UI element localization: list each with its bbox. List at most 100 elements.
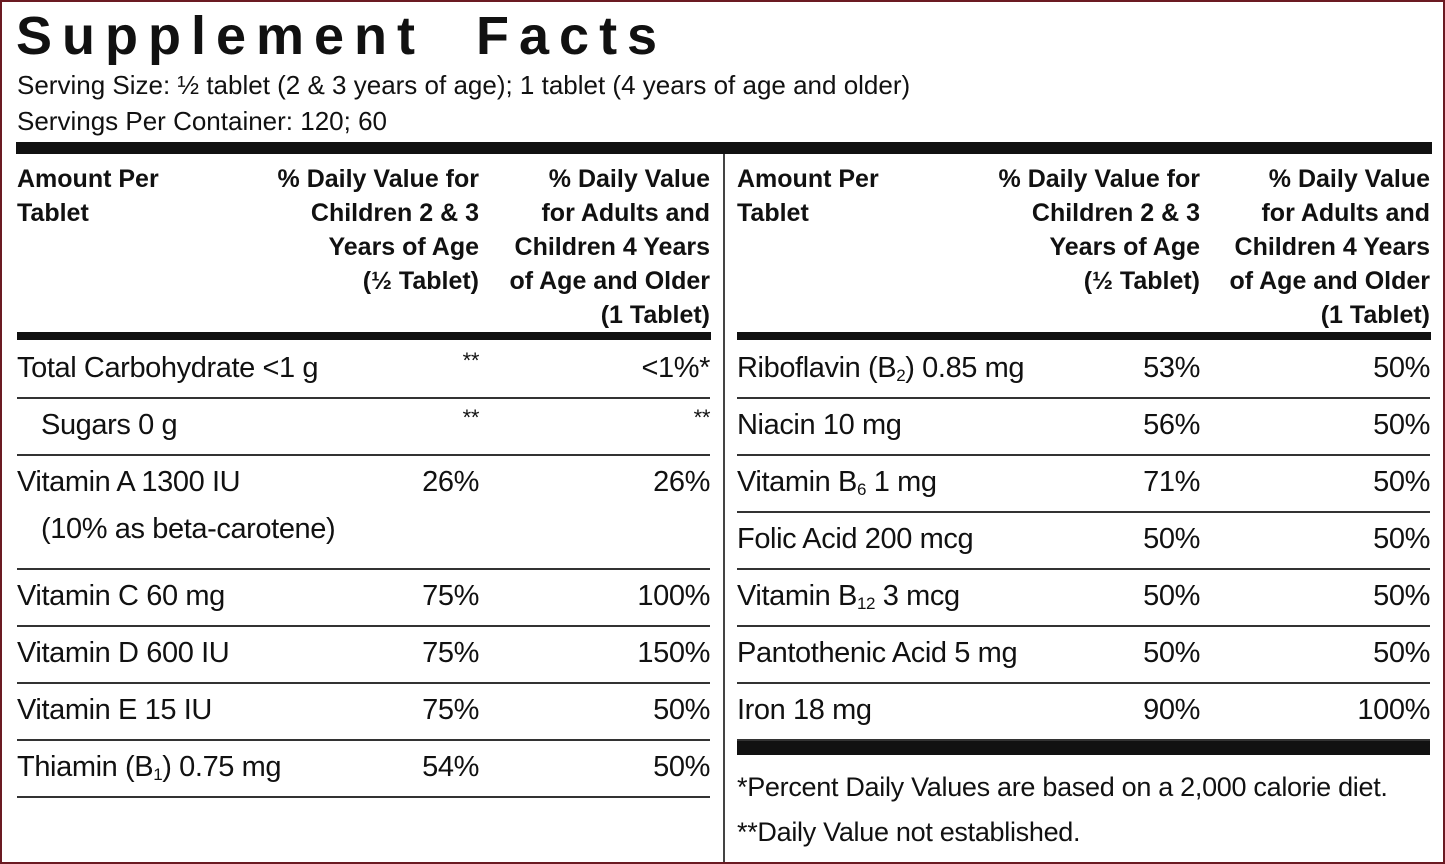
thick-rule	[16, 142, 1432, 154]
row-rule	[737, 511, 1430, 513]
daily-value: 54%	[422, 751, 479, 783]
column-header: Children 4 Years	[1234, 233, 1430, 261]
nutrient-name: Folic Acid 200 mcg	[737, 523, 974, 555]
daily-value: 50%	[653, 694, 710, 726]
row-rule	[17, 397, 710, 399]
column-header: Children 4 Years	[514, 233, 710, 261]
nutrient-name: Iron 18 mg	[737, 694, 872, 726]
thick-rule	[17, 332, 711, 340]
column-header: (½ Tablet)	[362, 267, 479, 295]
daily-value: 56%	[1143, 409, 1200, 441]
daily-value: 50%	[1373, 580, 1430, 612]
column-header: for Adults and	[541, 199, 710, 227]
daily-value: 53%	[1143, 352, 1200, 384]
name-part: ) 0.75 mg	[162, 751, 282, 783]
column-header: % Daily Value for	[277, 165, 479, 193]
column-header: Children 2 & 3	[310, 199, 479, 227]
column-header: Years of Age	[328, 233, 479, 261]
nutrient-name: Riboflavin (B2) 0.85 mg	[737, 340, 1025, 397]
name-part: 1 mg	[866, 466, 937, 498]
row-rule	[17, 682, 710, 684]
row-rule	[737, 397, 1430, 399]
daily-value: 26%	[653, 466, 710, 498]
daily-value: 71%	[1143, 466, 1200, 498]
name-part: 3 mcg	[875, 580, 960, 612]
serving-size: Serving Size: ½ tablet (2 & 3 years of a…	[17, 70, 911, 100]
daily-value: 90%	[1143, 694, 1200, 726]
subscript: 2	[896, 366, 906, 385]
column-header: Amount Per	[737, 165, 879, 193]
row-rule	[737, 625, 1430, 627]
subscript: 1	[153, 765, 163, 784]
row-rule	[737, 568, 1430, 570]
daily-value: 100%	[1357, 694, 1430, 726]
nutrient-name: Vitamin D 600 IU	[17, 637, 230, 669]
subscript: 12	[856, 594, 876, 613]
daily-value: 75%	[422, 637, 479, 669]
column-header: Tablet	[17, 199, 89, 227]
column-header: % Daily Value for	[998, 165, 1200, 193]
nutrient-name: Total Carbohydrate <1 g	[17, 352, 319, 384]
column-header: Tablet	[737, 199, 809, 227]
daily-value: 100%	[637, 580, 710, 612]
daily-value: 75%	[422, 694, 479, 726]
name-part: Thiamin (B	[17, 751, 154, 783]
daily-value: 50%	[653, 751, 710, 783]
daily-value: 50%	[1373, 637, 1430, 669]
servings-per-container: Servings Per Container: 120; 60	[17, 106, 387, 136]
daily-value: 50%	[1373, 523, 1430, 555]
column-header: (1 Tablet)	[1320, 301, 1430, 329]
nutrient-name: Vitamin B6 1 mg	[737, 454, 937, 511]
subscript: 6	[856, 480, 867, 499]
thick-rule	[737, 332, 1431, 340]
row-rule	[737, 682, 1430, 684]
row-rule	[17, 568, 710, 570]
daily-value: 26%	[422, 466, 479, 498]
nutrient-name: Vitamin A 1300 IU	[17, 466, 241, 498]
title: Supplement Facts	[16, 6, 668, 66]
row-rule	[737, 739, 1430, 741]
nutrient-name: Niacin 10 mg	[737, 409, 902, 441]
nutrient-name: Vitamin E 15 IU	[17, 694, 212, 726]
column-header: for Adults and	[1261, 199, 1430, 227]
daily-value: 50%	[1143, 523, 1200, 555]
column-header: of Age and Older	[1229, 267, 1430, 295]
name-part: Riboflavin (B	[737, 352, 897, 384]
thick-rule	[737, 741, 1430, 755]
column-header: of Age and Older	[509, 267, 710, 295]
nutrient-name: Vitamin C 60 mg	[17, 580, 225, 612]
daily-value: 50%	[1373, 466, 1430, 498]
row-rule	[17, 796, 710, 798]
daily-value: **	[462, 348, 480, 373]
column-header: (½ Tablet)	[1083, 267, 1200, 295]
column-header: % Daily Value	[1268, 165, 1430, 193]
daily-value: 150%	[637, 637, 710, 669]
nutrient-name: Vitamin B12 3 mcg	[737, 568, 960, 625]
nutrient-name: Thiamin (B1) 0.75 mg	[17, 739, 282, 796]
column-header: Amount Per	[17, 165, 159, 193]
nutrient-name: Pantothenic Acid 5 mg	[737, 637, 1018, 669]
daily-value: 50%	[1143, 580, 1200, 612]
row-rule	[17, 739, 710, 741]
nutrient-name: Sugars 0 g	[41, 409, 178, 441]
daily-value: 75%	[422, 580, 479, 612]
row-rule	[17, 454, 710, 456]
daily-value: **	[462, 405, 480, 430]
nutrient-note: (10% as beta-carotene)	[41, 513, 336, 545]
row-rule	[17, 625, 710, 627]
column-divider	[723, 154, 725, 862]
daily-value: 50%	[1373, 409, 1430, 441]
daily-value: **	[693, 405, 711, 430]
footnote: *Percent Daily Values are based on a 2,0…	[737, 772, 1388, 802]
column-header: % Daily Value	[548, 165, 710, 193]
name-part: Vitamin B	[737, 466, 857, 498]
daily-value: <1%*	[641, 352, 710, 384]
name-part: ) 0.85 mg	[905, 352, 1025, 384]
row-rule	[737, 454, 1430, 456]
daily-value: 50%	[1143, 637, 1200, 669]
column-header: (1 Tablet)	[600, 301, 710, 329]
daily-value: 50%	[1373, 352, 1430, 384]
name-part: Vitamin B	[737, 580, 857, 612]
column-header: Children 2 & 3	[1031, 199, 1200, 227]
